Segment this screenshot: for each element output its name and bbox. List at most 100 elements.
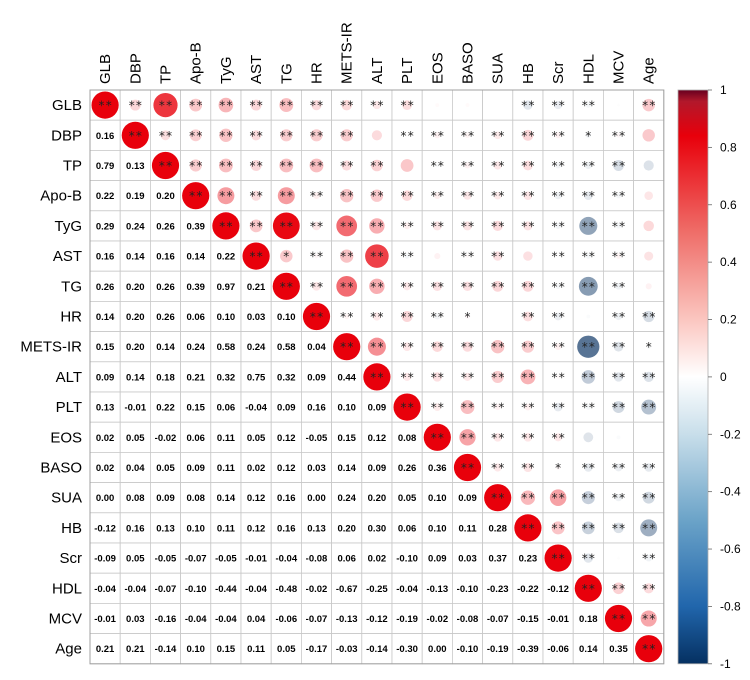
correlation-value: 0.16 bbox=[156, 252, 175, 263]
correlation-value: 0.10 bbox=[337, 403, 356, 414]
column-label: TyG bbox=[218, 56, 235, 84]
significance-marker: ** bbox=[279, 189, 293, 203]
correlation-value: -0.22 bbox=[517, 584, 539, 595]
significance-marker: ** bbox=[460, 189, 474, 203]
significance-marker: ** bbox=[521, 219, 535, 233]
correlation-circle bbox=[585, 404, 592, 410]
significance-marker: ** bbox=[521, 431, 535, 445]
correlation-circle bbox=[616, 132, 621, 138]
correlation-circle bbox=[189, 159, 202, 172]
significance-marker: ** bbox=[339, 340, 353, 354]
significance-marker: ** bbox=[551, 401, 565, 415]
matrix-cell bbox=[180, 270, 212, 302]
correlation-circle bbox=[363, 363, 391, 391]
row-label: TP bbox=[63, 158, 82, 175]
correlation-circle bbox=[182, 182, 210, 210]
correlation-value: -0.08 bbox=[457, 614, 479, 625]
matrix-cell bbox=[300, 451, 332, 483]
correlation-circle bbox=[393, 393, 421, 421]
correlation-value: -0.07 bbox=[155, 584, 177, 595]
correlation-value: -0.01 bbox=[94, 614, 116, 625]
matrix-cell bbox=[149, 512, 181, 544]
correlation-circle bbox=[433, 403, 442, 411]
correlation-value: 0.32 bbox=[277, 372, 296, 383]
matrix-cell bbox=[149, 542, 181, 574]
significance-marker: ** bbox=[400, 250, 414, 264]
correlation-value: -0.02 bbox=[426, 614, 448, 625]
correlation-value: 0.24 bbox=[186, 342, 205, 353]
significance-marker: ** bbox=[460, 219, 474, 233]
matrix-cell bbox=[270, 451, 302, 483]
matrix-cell bbox=[300, 421, 332, 453]
correlation-value: -0.01 bbox=[245, 554, 267, 565]
correlation-value: 0.30 bbox=[368, 523, 387, 534]
colorbar-tick-label: -0.6 bbox=[720, 542, 741, 556]
matrix-cell bbox=[89, 421, 121, 453]
significance-marker: ** bbox=[641, 99, 655, 113]
correlation-value: 0.09 bbox=[156, 493, 175, 504]
matrix-cell bbox=[421, 482, 453, 514]
correlation-circle bbox=[405, 133, 409, 137]
matrix-cell bbox=[391, 482, 423, 514]
correlation-value: -0.08 bbox=[306, 554, 328, 565]
significance-marker: ** bbox=[400, 129, 414, 143]
correlation-circle bbox=[643, 310, 655, 323]
correlation-value: 0.12 bbox=[247, 523, 266, 534]
correlation-value: 0.15 bbox=[217, 644, 236, 655]
correlation-circle bbox=[616, 435, 621, 440]
matrix-cell bbox=[210, 361, 242, 393]
significance-marker: ** bbox=[611, 370, 625, 384]
matrix-cell bbox=[512, 542, 544, 574]
correlation-value: 0.37 bbox=[488, 554, 507, 565]
correlation-circle bbox=[615, 282, 622, 290]
correlation-circle bbox=[277, 187, 295, 205]
correlation-circle bbox=[493, 433, 503, 442]
correlation-value: 0.09 bbox=[186, 463, 205, 474]
correlation-value: 0.08 bbox=[126, 493, 145, 504]
significance-marker: ** bbox=[611, 129, 625, 143]
significance-marker: ** bbox=[158, 159, 172, 173]
matrix-cell bbox=[603, 633, 635, 665]
column-label: SUA bbox=[490, 53, 507, 84]
significance-marker: ** bbox=[641, 552, 655, 566]
correlation-value: -0.12 bbox=[94, 523, 116, 534]
significance-marker: ** bbox=[551, 159, 565, 173]
significance-marker: ** bbox=[581, 521, 595, 535]
correlation-circle bbox=[400, 159, 414, 172]
correlation-value: 0.05 bbox=[156, 463, 175, 474]
correlation-circle bbox=[280, 249, 293, 263]
matrix-cell bbox=[270, 421, 302, 453]
correlation-circle bbox=[523, 311, 533, 322]
correlation-circle bbox=[218, 97, 234, 113]
correlation-circle bbox=[555, 162, 562, 169]
matrix-cell bbox=[119, 421, 151, 453]
correlation-value: 0.26 bbox=[398, 463, 417, 474]
correlation-circle bbox=[554, 101, 563, 110]
correlation-circle bbox=[153, 93, 178, 118]
matrix-cell bbox=[180, 482, 212, 514]
correlation-circle bbox=[613, 160, 624, 171]
significance-marker: ** bbox=[521, 99, 535, 113]
correlation-circle bbox=[555, 465, 561, 470]
correlation-circle bbox=[402, 342, 412, 352]
correlation-circle bbox=[555, 132, 562, 139]
matrix-cell bbox=[421, 542, 453, 574]
correlation-value: 0.05 bbox=[126, 433, 145, 444]
correlation-circle bbox=[404, 253, 410, 259]
correlation-circle bbox=[521, 340, 534, 353]
correlation-circle bbox=[434, 253, 441, 260]
significance-marker: ** bbox=[551, 280, 565, 294]
significance-marker: ** bbox=[400, 99, 414, 113]
significance-marker: ** bbox=[490, 219, 504, 233]
matrix-cell bbox=[149, 603, 181, 635]
correlation-circle bbox=[583, 432, 594, 443]
significance-marker: ** bbox=[490, 461, 504, 475]
correlation-circle bbox=[367, 337, 386, 356]
significance-marker: ** bbox=[430, 189, 444, 203]
correlation-circle bbox=[549, 489, 567, 506]
significance-marker: ** bbox=[370, 189, 384, 203]
correlation-circle bbox=[617, 556, 620, 560]
significance-marker: ** bbox=[188, 189, 202, 203]
significance-marker: ** bbox=[249, 159, 263, 173]
